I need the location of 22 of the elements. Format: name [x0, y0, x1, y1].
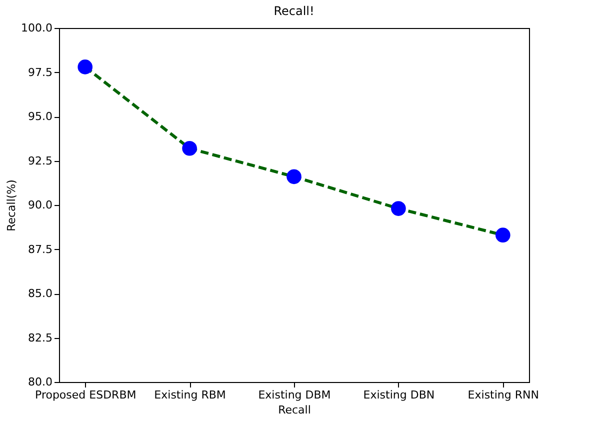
x-tick-label: Existing DBN: [363, 388, 435, 402]
point: [286, 169, 302, 184]
y-tick-label: 95.0: [28, 110, 52, 123]
y-axis-title: Recall(%): [5, 180, 18, 232]
y-tick-label: 90.0: [28, 198, 52, 212]
point: [182, 140, 197, 156]
y-tick-label: 97.5: [28, 66, 52, 79]
y-tick-label: 80.0: [28, 376, 52, 388]
point: [391, 201, 406, 216]
y-tick-label: 100.0: [21, 22, 52, 34]
point: [78, 60, 93, 74]
point: [495, 228, 510, 242]
x-tick-label: Existing RBM: [154, 388, 226, 402]
x-tick-label: Existing RNN: [468, 388, 539, 402]
x-tick-label: Existing DBM: [258, 388, 331, 402]
chart-title: Recall!: [274, 4, 314, 18]
y-tick-label: 92.5: [28, 154, 52, 168]
y-tick-label: 87.5: [28, 242, 52, 256]
x-axis-title: Recall: [278, 404, 311, 416]
x-tick-label: Proposed ESDRBM: [34, 388, 136, 402]
y-tick-label: 82.5: [28, 331, 52, 344]
y-tick-label: 85.0: [28, 287, 52, 300]
